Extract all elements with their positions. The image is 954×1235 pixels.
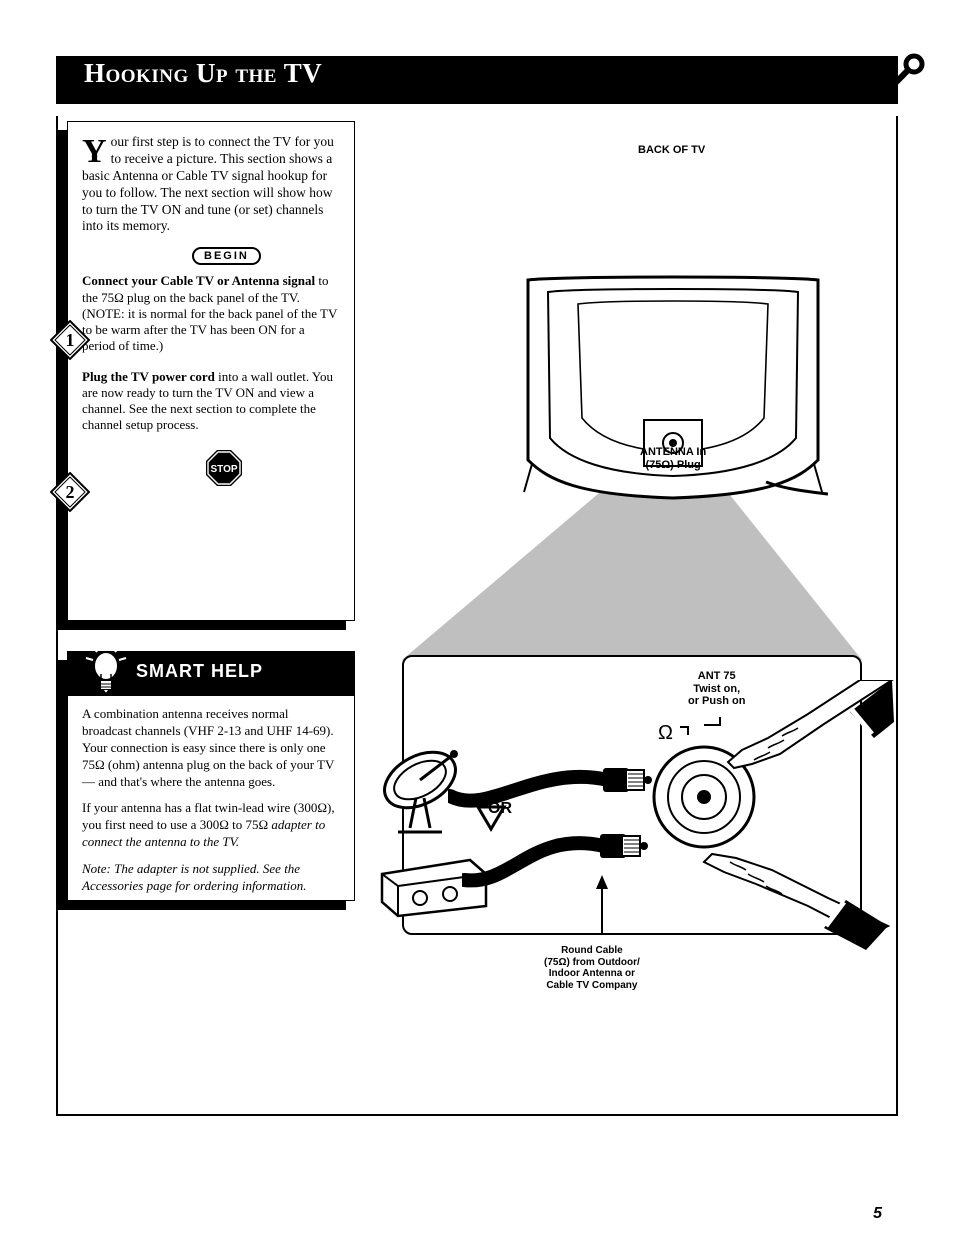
step-2-bold: Plug the TV power cord — [82, 369, 215, 384]
tip-box: SMART HELP A combination antenna receive… — [67, 651, 355, 901]
step-2-text: Plug the TV power cord into a wall outle… — [82, 369, 340, 434]
corner-ornament-icon — [870, 50, 926, 107]
page-number: 5 — [873, 1205, 882, 1223]
instruction-card: Y our first step is to connect the TV fo… — [67, 121, 355, 621]
svg-text:STOP: STOP — [210, 464, 237, 475]
tv-back-illustration — [518, 270, 828, 510]
tip-p3: Note: The adapter is not supplied. See t… — [82, 861, 340, 895]
lightbulb-icon — [84, 642, 128, 703]
begin-icon: BEGIN — [192, 247, 261, 265]
dropcap: Y — [82, 134, 111, 165]
tip-header: SMART HELP — [68, 652, 354, 696]
pointing-hand-lower-icon — [700, 840, 890, 955]
title-part-2: Up the TV — [189, 58, 323, 88]
round-cable-label: Round Cable (75Ω) from Outdoor/ Indoor A… — [544, 945, 640, 991]
tip-body: A combination antenna receives normal br… — [68, 696, 354, 915]
tip-title: SMART HELP — [136, 661, 263, 682]
page-title: Hooking Up the TV — [84, 58, 322, 89]
step-2-icon: 2 — [50, 472, 90, 512]
title-part-1: Hooking — [84, 58, 189, 88]
svg-text:Ω: Ω — [658, 722, 673, 744]
tip-p1: A combination antenna receives normal br… — [82, 706, 340, 790]
cable-upper — [448, 756, 668, 831]
antenna-plug-label: ANTENNA In (75Ω) Plug — [640, 446, 706, 472]
stop-icon: STOP — [204, 448, 340, 493]
step-1-bold: Connect your Cable TV or Antenna signal — [82, 273, 315, 288]
svg-text:2: 2 — [66, 482, 75, 502]
tip-p2: If your antenna has a flat twin-lead wir… — [82, 800, 340, 851]
header-bar: Hooking Up the TV — [56, 56, 898, 104]
step-1-icon: 1 — [50, 320, 90, 360]
pointing-hand-upper-icon — [724, 680, 894, 795]
svg-text:1: 1 — [66, 330, 75, 350]
step-1-text: Connect your Cable TV or Antenna signal … — [82, 273, 340, 354]
cable-lower — [462, 826, 662, 901]
back-of-tv-label: BACK OF TV — [638, 144, 705, 157]
intro-text: our first step is to connect the TV for … — [82, 134, 334, 233]
intro-paragraph: Y our first step is to connect the TV fo… — [82, 134, 340, 235]
